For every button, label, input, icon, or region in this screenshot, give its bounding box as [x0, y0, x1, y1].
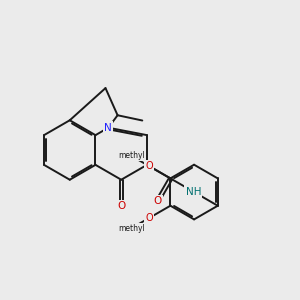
- Text: N: N: [104, 123, 112, 133]
- Text: NH: NH: [186, 187, 201, 196]
- Text: methyl: methyl: [118, 151, 145, 160]
- Text: O: O: [146, 161, 153, 171]
- Text: O: O: [153, 196, 162, 206]
- Text: O: O: [146, 213, 153, 223]
- Text: O: O: [117, 201, 125, 211]
- Text: methyl: methyl: [118, 224, 145, 233]
